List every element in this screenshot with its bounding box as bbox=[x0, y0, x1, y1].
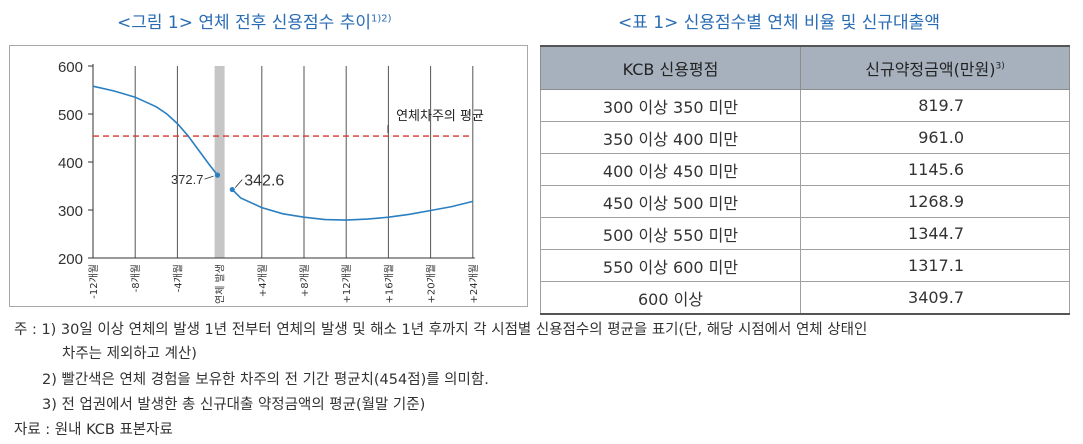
y-tick-label: 200 bbox=[58, 251, 83, 268]
x-tick-label: +4개월 bbox=[257, 264, 269, 297]
y-tick-label: 400 bbox=[58, 155, 83, 172]
header-amount: 신규약정금액(만원)3) bbox=[800, 45, 1070, 90]
score-range-cell: 600 이상 bbox=[540, 281, 801, 315]
average-reference-label: 연체차주의 평균 bbox=[396, 109, 484, 124]
point-after-delinquency bbox=[229, 186, 235, 193]
amount-cell: 1317.1 bbox=[800, 249, 1070, 282]
score-range-cell: 350 이상 400 미만 bbox=[540, 121, 801, 154]
score-series-after bbox=[231, 189, 473, 221]
point-before-delinquency bbox=[214, 172, 221, 178]
header-amount-text: 신규약정금액(만원) bbox=[865, 60, 996, 79]
table-row: 350 이상 400 미만 961.0 bbox=[540, 121, 1070, 154]
score-range-cell: 500 이상 550 미만 bbox=[540, 217, 801, 250]
figure-title-text: <그림 1> 연체 전후 신용점수 추이 bbox=[117, 13, 372, 33]
x-tick-label: 연체 발생 bbox=[215, 264, 227, 304]
x-tick-label: +12개월 bbox=[341, 264, 353, 304]
note-3: 3) 전 업권에서 발생한 총 신규대출 약정금액의 평균(월말 기준) bbox=[42, 397, 426, 413]
label-leader-before bbox=[204, 175, 214, 180]
table-header-row: KCB 신용평점 신규약정금액(만원)3) bbox=[540, 45, 1070, 90]
y-tick-label: 600 bbox=[58, 59, 83, 76]
x-tick-label: -8개월 bbox=[130, 264, 142, 292]
table-row: 400 이상 450 미만 1145.6 bbox=[540, 153, 1070, 186]
score-range-cell: 400 이상 450 미만 bbox=[540, 153, 801, 186]
amount-cell: 819.7 bbox=[800, 89, 1070, 122]
amount-cell: 961.0 bbox=[800, 121, 1070, 154]
figure-title-sup: 1)2) bbox=[371, 13, 392, 25]
header-score: KCB 신용평점 bbox=[540, 45, 801, 90]
x-tick-label: +24개월 bbox=[468, 264, 480, 304]
x-tick-label: +8개월 bbox=[299, 264, 311, 297]
table-title: <표 1> 신용점수별 연체 비율 및 신규대출액 bbox=[618, 13, 940, 33]
y-tick-label: 500 bbox=[58, 107, 83, 124]
score-range-cell: 300 이상 350 미만 bbox=[540, 89, 801, 122]
note-2: 2) 빨간색은 연체 경험을 보유한 차주의 전 기간 평균치(454점)를 의… bbox=[42, 372, 489, 388]
x-tick-label: -12개월 bbox=[88, 264, 100, 299]
table-body: 300 이상 350 미만 819.7 350 이상 400 미만 961.0 400 … bbox=[540, 89, 1070, 315]
table-row: 600 이상 3409.7 bbox=[540, 281, 1070, 315]
amount-cell: 3409.7 bbox=[800, 281, 1070, 315]
score-range-cell: 450 이상 500 미만 bbox=[540, 185, 801, 218]
header-amount-sup: 3) bbox=[995, 61, 1005, 72]
amount-cell: 1268.9 bbox=[800, 185, 1070, 218]
figure-title: <그림 1> 연체 전후 신용점수 추이1)2) bbox=[117, 8, 392, 33]
note-1: 주 : 1) 30일 이상 연체의 발생 1년 전부터 연체의 발생 및 해소 … bbox=[14, 322, 868, 338]
score-series-before bbox=[92, 85, 219, 176]
x-tick-label: +20개월 bbox=[426, 264, 438, 304]
note-1-continued: 차주는 제외하고 계산) bbox=[62, 346, 197, 362]
delinquency-band bbox=[214, 66, 225, 258]
score-range-cell: 550 이상 600 미만 bbox=[540, 249, 801, 282]
data-label-after: 342.6 bbox=[244, 173, 284, 190]
x-tick-label: +16개월 bbox=[383, 264, 395, 304]
x-tick-label: -4개월 bbox=[172, 264, 184, 292]
table-row: 450 이상 500 미만 1268.9 bbox=[540, 185, 1070, 218]
amount-cell: 1145.6 bbox=[800, 153, 1070, 186]
credit-score-table: KCB 신용평점 신규약정금액(만원)3) 300 이상 350 미만 819.7… bbox=[540, 45, 1070, 315]
table-row: 550 이상 600 미만 1317.1 bbox=[540, 249, 1070, 282]
chart-frame: 200 300 400 500 600 -12개월 -8개월 -4개월 연체 발생 +4개월 +8개… bbox=[9, 45, 528, 307]
table-row: 300 이상 350 미만 819.7 bbox=[540, 89, 1070, 122]
amount-cell: 1344.7 bbox=[800, 217, 1070, 250]
label-leader-after bbox=[234, 179, 243, 188]
y-tick-label: 300 bbox=[58, 203, 83, 220]
table-row: 500 이상 550 미만 1344.7 bbox=[540, 217, 1070, 250]
credit-score-line-chart: 200 300 400 500 600 -12개월 -8개월 -4개월 연체 발생 +4개월 +8개… bbox=[58, 59, 484, 304]
data-label-before: 372.7 bbox=[171, 172, 204, 187]
source-note: 자료 : 원내 KCB 표본자료 bbox=[14, 422, 173, 438]
